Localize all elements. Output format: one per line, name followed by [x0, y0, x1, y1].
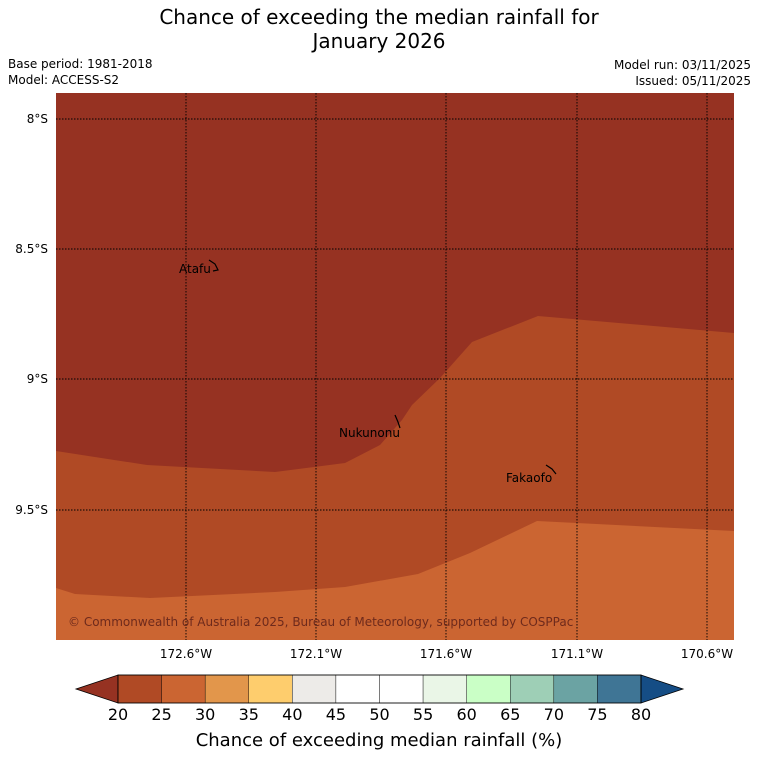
colorbar-tick-label: 55: [413, 705, 433, 724]
colorbar-label: Chance of exceeding median rainfall (%): [195, 730, 563, 751]
colorbar-tick-label: 80: [631, 705, 651, 724]
gridlines: [56, 93, 734, 640]
colorbar-segment: [422, 674, 467, 704]
colorbar-tick-label: 30: [195, 705, 215, 724]
place-label-fakaofo: Fakaofo: [506, 471, 552, 485]
colorbar-segment: [161, 674, 206, 704]
atafu-outline: [208, 259, 219, 272]
fakaofo-outline: [545, 464, 557, 475]
model-name: Model: ACCESS-S2: [8, 73, 120, 87]
colorbar-segment: [204, 674, 249, 704]
colorbar-extend-low: [74, 674, 119, 704]
copyright-text: © Commonwealth of Australia 2025, Bureau…: [68, 615, 573, 629]
map-area: [56, 93, 734, 640]
colorbar-segment: [248, 674, 293, 704]
colorbar-segment: [117, 674, 162, 704]
colorbar-tick-label: 20: [108, 705, 128, 724]
lon-label: 171.6°W: [420, 647, 472, 661]
meta-left: Base period: 1981-2018 Model: ACCESS-S2: [8, 56, 153, 88]
colorbar: [74, 674, 685, 704]
lat-label: 9°S: [27, 372, 48, 386]
chart-title: Chance of exceeding the median rainfall …: [0, 5, 758, 53]
title-line-1: Chance of exceeding the median rainfall …: [159, 5, 599, 29]
colorbar-tick-label: 25: [151, 705, 171, 724]
colorbar-tick-label: 65: [500, 705, 520, 724]
colorbar-segment: [553, 674, 598, 704]
colorbar-segment: [292, 674, 337, 704]
colorbar-segment: [379, 674, 424, 704]
colorbar-frame: [117, 674, 642, 704]
lon-label: 172.6°W: [160, 647, 212, 661]
lon-label: 170.6°W: [681, 647, 733, 661]
colorbar-tick-label: 40: [282, 705, 302, 724]
place-label-atafu: Atafu: [179, 262, 211, 276]
place-label-nukunonu: Nukunonu: [339, 426, 400, 440]
lat-label: 8.5°S: [15, 242, 48, 256]
colorbar-tick-label: 60: [456, 705, 476, 724]
island-outlines: [208, 259, 557, 475]
title-line-2: January 2026: [312, 29, 446, 53]
colorbar-tick-label: 35: [239, 705, 259, 724]
colorbar-tick-label: 50: [369, 705, 389, 724]
colorbar-tick-label: 75: [587, 705, 607, 724]
lat-label: 8°S: [27, 112, 48, 126]
colorbar-segment: [510, 674, 555, 704]
nukunonu-outline: [394, 414, 401, 429]
base-period: Base period: 1981-2018: [8, 57, 153, 71]
colorbar-ticks: 20 25 30 35 40 45 50 55 60 65 70 75 80: [108, 705, 651, 724]
lon-label: 172.1°W: [290, 647, 342, 661]
colorbar-segment: [335, 674, 380, 704]
colorbar-segment: [597, 674, 642, 704]
colorbar-extend-high: [640, 674, 685, 704]
issued-date: Issued: 05/11/2025: [635, 74, 751, 88]
colorbar-segment: [466, 674, 511, 704]
colorbar-tick-label: 70: [544, 705, 564, 724]
lon-label: 171.1°W: [551, 647, 603, 661]
meta-right: Model run: 03/11/2025 Issued: 05/11/2025: [614, 57, 751, 89]
colorbar-tick-label: 45: [326, 705, 346, 724]
region-25-30: [56, 521, 734, 640]
model-run: Model run: 03/11/2025: [613, 58, 751, 72]
lat-label: 9.5°S: [15, 503, 48, 517]
